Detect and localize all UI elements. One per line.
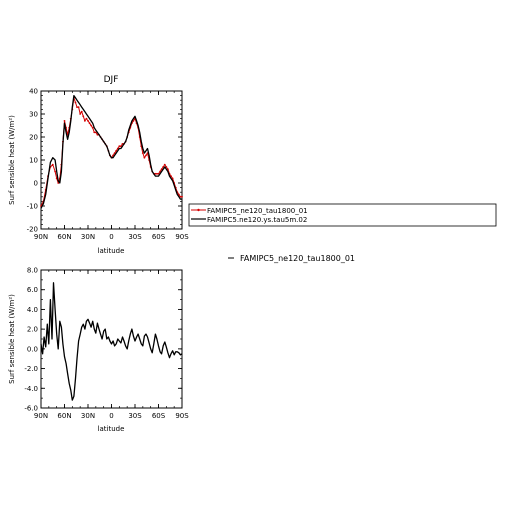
y-tick-labels-bottom: -6.0 -4.0 -2.0 0.0 2.0 4.0 6.0 8.0	[24, 267, 38, 413]
y-axis-label-bottom: Surf sensible heat (W/m²)	[8, 294, 16, 384]
series-1-point	[87, 120, 89, 122]
x-tick-label: 90S	[175, 233, 189, 241]
series-1-point	[163, 163, 166, 166]
x-tick-label: 30N	[81, 233, 95, 241]
series-1-point	[121, 143, 124, 145]
series-1-point	[82, 115, 85, 118]
series-line-1	[40, 97, 182, 207]
bottom-panel: -6.0 -4.0 -2.0 0.0 2.0 4.0 6.0 8.0 90N 60N 30N 0 30…	[8, 267, 189, 434]
series-1-point	[181, 195, 183, 198]
series-1-point	[143, 156, 146, 159]
y-tick-label: 4.0	[27, 306, 38, 314]
series-1-point	[63, 120, 66, 122]
series-lines-top	[40, 94, 183, 209]
series-1-point	[79, 113, 82, 115]
x-tick-label: 90S	[175, 412, 189, 420]
series-1-point	[83, 120, 86, 122]
series-1-point	[141, 152, 144, 155]
x-tick-label: 0	[109, 412, 113, 420]
y-tick-label: -10	[27, 203, 38, 211]
series-1-point	[120, 145, 122, 148]
x-tick-label: 90N	[34, 412, 48, 420]
y-tick-label: -2.0	[24, 365, 38, 373]
y-axis-label-top: Surf sensible heat (W/m²)	[8, 115, 16, 205]
series-1-point	[154, 172, 157, 175]
y-tick-label: 0.0	[27, 345, 38, 353]
series-1-point	[113, 152, 116, 155]
x-tick-label: 60N	[57, 233, 71, 241]
series-1-point	[74, 101, 77, 104]
legend-label-bottom-series-1: FAMIPC5_ne120_tau1800_01	[240, 254, 355, 263]
series-1-point	[91, 126, 94, 129]
x-tick-label: 90N	[34, 233, 48, 241]
y-tick-label: 40	[29, 88, 38, 96]
series-1-point	[160, 168, 163, 171]
series-1-point	[162, 166, 165, 168]
series-1-point	[156, 172, 158, 175]
chart-title: DJF	[104, 75, 119, 85]
y-tick-label: -6.0	[24, 405, 38, 413]
legend-box	[188, 203, 497, 227]
x-tick-label: 0	[109, 233, 113, 241]
series-1-point	[115, 149, 118, 152]
series-1-point	[96, 133, 99, 136]
x-axis-label-bottom: latitude	[98, 425, 125, 433]
legend-bottom: FAMIPC5_ne120_tau1800_01	[228, 254, 355, 263]
x-tick-label: 30S	[128, 233, 142, 241]
legend-marker-series-1	[197, 208, 200, 212]
series-1-point	[132, 120, 135, 122]
series-1-point	[51, 163, 54, 166]
series-1-point	[93, 131, 96, 134]
series-1-point	[57, 182, 60, 184]
series-1-point	[118, 145, 121, 148]
x-tick-label: 30S	[128, 412, 142, 420]
series-1-point	[167, 168, 169, 171]
x-tick-label: 60S	[152, 233, 166, 241]
y-tick-label: 6.0	[27, 286, 38, 294]
series-1-point	[165, 166, 168, 168]
y-tick-label: 2.0	[27, 326, 38, 334]
x-tick-label: 30N	[81, 412, 95, 420]
series-1-point	[145, 154, 147, 157]
series-1-point	[179, 195, 182, 198]
series-1-point	[88, 122, 91, 125]
y-tick-label: 0	[34, 180, 38, 188]
series-1-point	[116, 147, 119, 150]
series-1-point	[170, 175, 172, 178]
axis-ticks-bottom	[40, 269, 183, 409]
series-1-point	[171, 177, 174, 180]
x-tick-label: 60N	[57, 412, 71, 420]
legend-label-series-1: FAMIPC5_ne120_tau1800_01	[207, 207, 308, 215]
y-tick-label: 30	[29, 111, 38, 119]
series-1-point	[85, 117, 88, 120]
series-1-point	[94, 131, 97, 134]
series-1-point	[77, 106, 80, 108]
axis-ticks-top	[40, 90, 183, 230]
x-tick-labels-top: 90N 60N 30N 0 30S 60S 90S	[34, 233, 189, 241]
y-tick-label: -20	[27, 226, 38, 234]
x-tick-labels-bottom: 90N 60N 30N 0 30S 60S 90S	[34, 412, 189, 420]
series-line-2	[40, 94, 182, 209]
y-tick-label: 8.0	[27, 267, 38, 275]
y-tick-label: -4.0	[24, 385, 38, 393]
series-1-point	[157, 172, 160, 175]
series-1-point	[80, 110, 83, 113]
series-1-point	[90, 124, 93, 127]
x-axis-label-top: latitude	[98, 247, 125, 255]
series-1-point	[76, 106, 78, 108]
series-1-point	[112, 154, 114, 157]
series-lines-bottom	[40, 282, 183, 401]
series-1-point	[54, 170, 56, 173]
y-tick-label: 10	[29, 157, 38, 165]
legend-label-series-2: FAMIPC5.ne120.ys.tau5m.02	[207, 216, 307, 224]
y-tick-label: 20	[29, 134, 38, 142]
series-1-point	[159, 170, 161, 173]
y-tick-labels-top: -20 -10 0 10 20 30 40	[27, 88, 38, 234]
x-tick-label: 60S	[152, 412, 166, 420]
legend: FAMIPC5_ne120_tau1800_01 FAMIPC5.ne120.y…	[188, 203, 497, 227]
series-line-1	[40, 282, 183, 401]
series-1-point	[177, 193, 180, 196]
